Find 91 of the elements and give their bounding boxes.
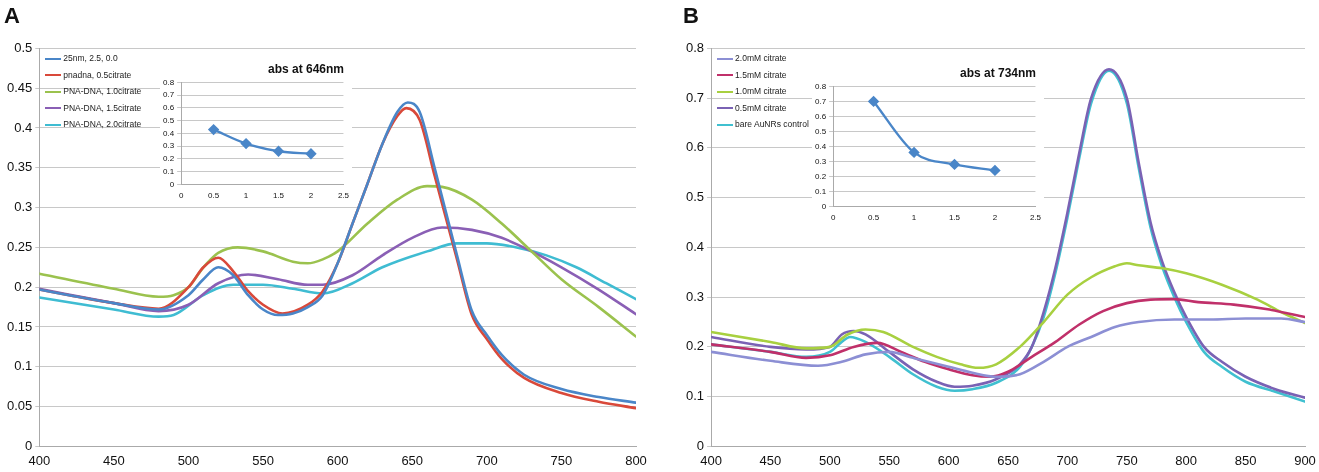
- legend-label: 2.0mM citrate: [735, 52, 787, 66]
- chart-title: abs at 646nm: [267, 61, 344, 76]
- x-tick-label: 650: [401, 452, 424, 468]
- y-tick-label: 0.8: [163, 77, 175, 87]
- legend-label: PNA-DNA, 2.0citrate: [63, 118, 142, 132]
- x-tick-label: 2: [992, 213, 998, 223]
- x-tick-label: 550: [878, 452, 901, 468]
- y-tick-label: 0.8: [685, 39, 705, 55]
- y-tick-label: 0.1: [163, 166, 175, 176]
- y-tick-label: 0.3: [685, 288, 705, 304]
- point: [240, 138, 252, 149]
- point: [989, 165, 1001, 176]
- y-tick-label: 0.25: [6, 238, 33, 254]
- x-tick-label: 900: [1294, 452, 1316, 468]
- point: [868, 96, 879, 107]
- x-tick-label: 1.5: [948, 213, 961, 223]
- x-tick-label: 0: [830, 213, 836, 223]
- chart-title: abs at 734nm: [959, 65, 1036, 80]
- y-tick-label: 0.6: [815, 111, 827, 121]
- y-tick-label: 0.5: [14, 39, 33, 55]
- legend-label: pnadna, 0.5citrate: [63, 68, 132, 82]
- point: [949, 159, 960, 170]
- x-tick-label: 500: [177, 452, 200, 468]
- y-tick-label: 0.7: [163, 90, 175, 100]
- x-tick-label: 2: [308, 191, 314, 201]
- x-tick-label: 650: [997, 452, 1019, 468]
- y-tick-label: 0.2: [14, 278, 33, 294]
- y-tick-label: 0.4: [163, 128, 175, 138]
- y-tick-label: 0.6: [685, 139, 705, 155]
- y-tick-label: 0.1: [815, 186, 827, 196]
- x-tick-label: 0: [178, 191, 184, 201]
- legend-label: 1.5mM citrate: [735, 68, 787, 82]
- legend-label: bare AuNRs control: [735, 118, 809, 132]
- y-tick-label: 0: [25, 437, 33, 453]
- point: [273, 146, 284, 157]
- point: [908, 147, 920, 158]
- x-tick-label: 0.5: [208, 191, 220, 201]
- x-tick-label: 2.5: [337, 191, 350, 201]
- y-tick-label: 0.3: [815, 156, 827, 166]
- x-tick-label: 750: [550, 452, 573, 468]
- y-tick-label: 0.1: [685, 388, 705, 404]
- chart-title: A: [4, 3, 20, 29]
- x-tick-label: 850: [1234, 452, 1257, 468]
- x-tick-label: 550: [252, 452, 274, 468]
- y-tick-label: 0.7: [815, 96, 827, 106]
- legend-label: PNA-DNA, 1.0citrate: [63, 85, 142, 99]
- y-tick-label: 0.4: [14, 119, 33, 135]
- y-tick-label: 0.5: [815, 126, 827, 136]
- point: [305, 148, 317, 159]
- y-tick-label: 0.5: [163, 115, 175, 125]
- y-tick-label: 0: [821, 201, 827, 211]
- legend-label: PNA-DNA, 1.5citrate: [63, 101, 142, 115]
- x-tick-label: 600: [326, 452, 349, 468]
- x-tick-label: 800: [625, 452, 647, 468]
- y-tick-label: 0.15: [6, 318, 33, 334]
- point: [208, 124, 219, 135]
- x-tick-label: 600: [937, 452, 960, 468]
- x-tick-label: 450: [103, 452, 125, 468]
- y-tick-label: 0.1: [14, 358, 33, 374]
- x-tick-label: 1.5: [272, 191, 285, 201]
- x-tick-label: 1: [243, 191, 249, 201]
- x-tick-label: 450: [759, 452, 782, 468]
- legend-label: 25nm, 2.5, 0.0: [63, 52, 118, 66]
- x-tick-label: 400: [28, 452, 51, 468]
- x-tick-label: 400: [700, 452, 722, 468]
- x-tick-label: 1: [911, 213, 917, 223]
- x-tick-label: 0.5: [868, 213, 880, 223]
- y-tick-label: 0: [696, 437, 705, 453]
- legend-label: 0.5mM citrate: [735, 101, 787, 115]
- y-tick-label: 0.2: [685, 338, 705, 354]
- y-tick-label: 0.4: [685, 238, 705, 254]
- y-tick-label: 0: [169, 179, 175, 189]
- y-tick-label: 0.2: [163, 154, 175, 164]
- y-tick-label: 0.45: [6, 79, 33, 95]
- chart-title: B: [683, 3, 699, 29]
- x-tick-label: 750: [1115, 452, 1138, 468]
- y-tick-label: 0.3: [14, 199, 33, 215]
- y-tick-label: 0.3: [163, 141, 175, 151]
- y-tick-label: 0.8: [815, 81, 827, 91]
- y-tick-label: 0.4: [815, 141, 827, 151]
- x-tick-label: 700: [475, 452, 498, 468]
- y-tick-label: 0.05: [6, 398, 33, 414]
- legend-label: 1.0mM citrate: [735, 85, 787, 99]
- y-tick-label: 0.2: [815, 171, 827, 181]
- x-tick-label: 2.5: [1029, 213, 1042, 223]
- x-tick-label: 800: [1175, 452, 1198, 468]
- x-tick-label: 700: [1056, 452, 1079, 468]
- y-tick-label: 0.35: [6, 159, 33, 175]
- y-tick-label: 0.7: [685, 89, 705, 105]
- y-tick-label: 0.6: [163, 103, 175, 113]
- x-tick-label: 500: [819, 452, 841, 468]
